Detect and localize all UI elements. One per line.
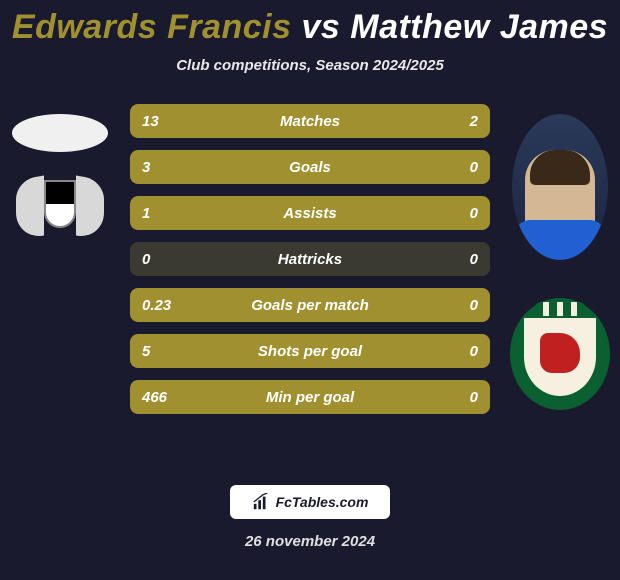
stat-label: Shots per goal xyxy=(258,343,362,360)
stat-label: Hattricks xyxy=(278,251,342,268)
stat-value-left: 0 xyxy=(142,251,150,268)
chart-icon xyxy=(252,493,270,511)
stat-label: Matches xyxy=(280,113,340,130)
stat-fill-right xyxy=(443,104,490,138)
title-vs: vs xyxy=(301,8,340,46)
stat-value-left: 13 xyxy=(142,113,159,130)
stat-label: Assists xyxy=(283,205,336,222)
stat-value-left: 3 xyxy=(142,159,150,176)
stat-value-right: 0 xyxy=(470,297,478,314)
player1-column xyxy=(0,104,120,266)
stat-value-right: 0 xyxy=(470,159,478,176)
stat-value-right: 0 xyxy=(470,343,478,360)
title-player2: Matthew James xyxy=(350,8,608,46)
stats-column: 13 2 Matches 3 0 Goals 1 0 Assists 0 0 Hattricks 0.2… xyxy=(120,104,500,414)
stat-label: Goals xyxy=(289,159,331,176)
player1-avatar-icon xyxy=(12,114,108,152)
stat-bar: 13 2 Matches xyxy=(130,104,490,138)
player2-avatar-icon xyxy=(512,114,608,260)
stat-bar: 3 0 Goals xyxy=(130,150,490,184)
stat-value-right: 0 xyxy=(470,251,478,268)
comparison-card: Edwards Francis vs Matthew James Club co… xyxy=(0,0,620,580)
subtitle: Club competitions, Season 2024/2025 xyxy=(176,57,444,74)
stat-label: Goals per match xyxy=(251,297,369,314)
stat-value-left: 0.23 xyxy=(142,297,171,314)
stat-value-right: 2 xyxy=(470,113,478,130)
stat-bar: 0.23 0 Goals per match xyxy=(130,288,490,322)
player1-club-crest-icon xyxy=(12,170,108,266)
stat-bar: 5 0 Shots per goal xyxy=(130,334,490,368)
brand-text: FcTables.com xyxy=(276,494,369,510)
date-text: 26 november 2024 xyxy=(245,533,375,550)
stat-value-left: 466 xyxy=(142,389,167,406)
stat-value-right: 0 xyxy=(470,389,478,406)
stat-label: Min per goal xyxy=(266,389,354,406)
title: Edwards Francis vs Matthew James xyxy=(12,8,608,47)
stat-bar: 466 0 Min per goal xyxy=(130,380,490,414)
main-row: 13 2 Matches 3 0 Goals 1 0 Assists 0 0 Hattricks 0.2… xyxy=(0,104,620,475)
brand-badge[interactable]: FcTables.com xyxy=(230,485,390,519)
stat-bar: 0 0 Hattricks xyxy=(130,242,490,276)
player2-column xyxy=(500,104,620,410)
title-player1: Edwards Francis xyxy=(12,8,292,46)
stat-bar: 1 0 Assists xyxy=(130,196,490,230)
stat-value-left: 5 xyxy=(142,343,150,360)
stat-value-left: 1 xyxy=(142,205,150,222)
stat-value-right: 0 xyxy=(470,205,478,222)
player2-club-crest-icon xyxy=(510,298,610,410)
